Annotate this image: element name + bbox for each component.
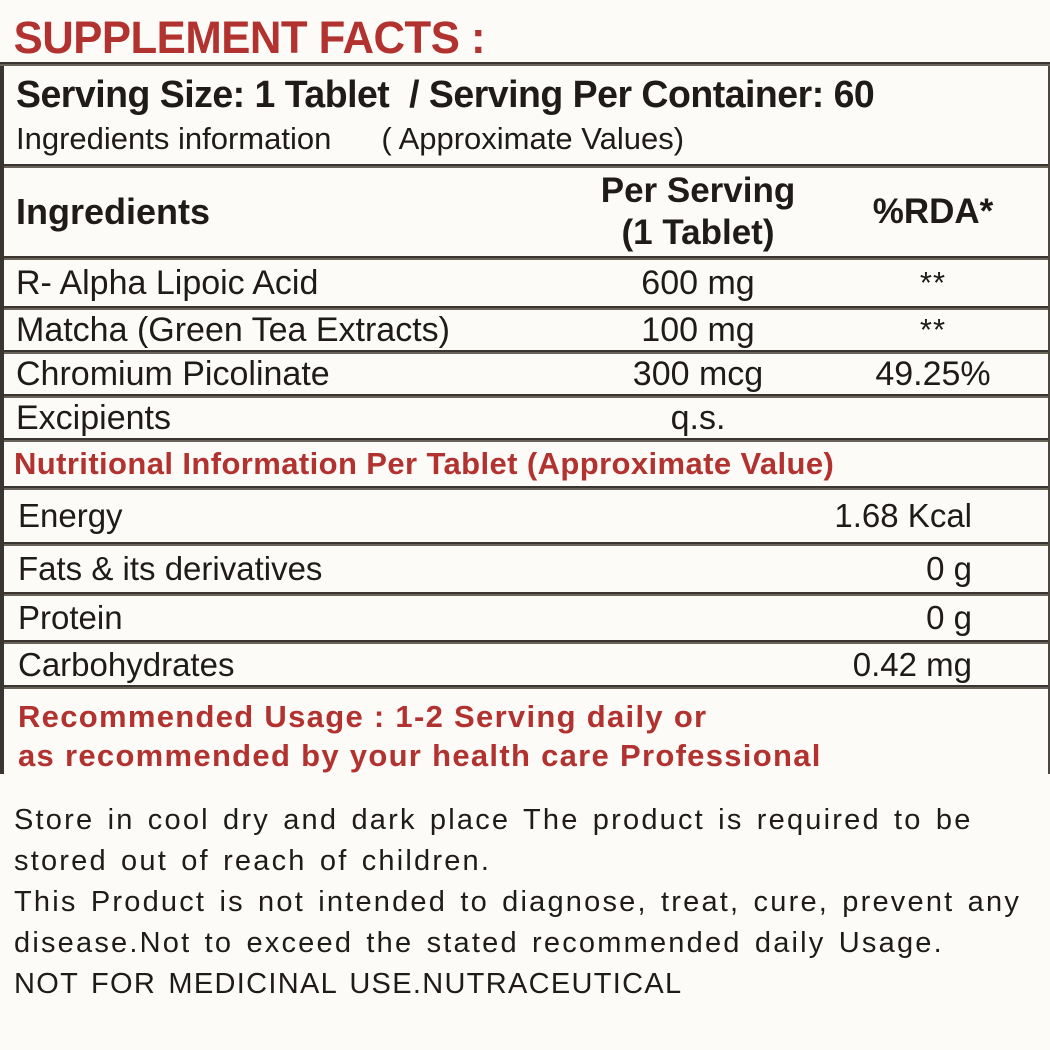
recommended-usage-section: Recommended Usage : 1-2 Serving daily or… [4,689,1048,774]
ingredient-rda: 49.25% [875,354,991,393]
recommended-usage-line1: Recommended Usage : 1-2 Serving daily or [18,699,708,734]
nutrient-value: 1.68 Kcal [834,497,972,534]
divider [0,62,1050,66]
ingredient-amount: q.s. [670,398,726,437]
ingredient-amount: 100 mg [641,310,755,349]
nutrient-name: Protein [18,599,123,636]
nutrition-row: Fats & its derivatives 0 g [4,546,1048,592]
medicinal-use-notice: NOT FOR MEDICINAL USE.NUTRACEUTICAL [14,968,683,1000]
divider [4,685,1048,689]
storage-instructions-line2: stored out of reach of children. [14,845,492,877]
column-header-per-serving: Per Serving (1 Tablet) [553,170,843,254]
table-header-row: Ingredients Per Serving (1 Tablet) %RDA* [4,168,1048,256]
ingredient-rda: ** [919,312,947,347]
footer-notes: Store in cool dry and dark place The pro… [0,774,1050,1005]
disclaimer-line1: This Product is not intended to diagnose… [14,886,1022,918]
divider [4,542,1048,546]
divider [4,350,1048,354]
serving-section: Serving Size: 1 Tablet / Serving Per Con… [4,66,1048,164]
ingredient-name: Excipients [16,398,171,437]
divider [4,394,1048,398]
divider [4,164,1048,168]
recommended-usage-line2: as recommended by your health care Profe… [18,738,822,773]
column-header-rda: %RDA* [872,192,994,231]
divider [4,486,1048,490]
nutrient-value: 0.42 mg [852,645,972,683]
nutrient-name: Fats & its derivatives [18,550,323,587]
ingredient-name: Chromium Picolinate [16,354,330,393]
per-serving-line2: (1 Tablet) [621,213,775,252]
ingredients-info-label: Ingredients information [16,121,332,156]
divider [4,306,1048,310]
divider [4,592,1048,596]
nutrition-row: Energy 1.68 Kcal [4,490,1048,542]
ingredient-rda: ** [919,265,947,300]
serving-size-text: Serving Size: 1 Tablet / Serving Per Con… [16,74,875,116]
ingredients-info-row: Ingredients information ( Approximate Va… [16,120,1038,158]
ingredient-name: R- Alpha Lipoic Acid [16,263,319,302]
ingredient-amount: 600 mg [641,263,755,302]
table-row: Matcha (Green Tea Extracts) 100 mg ** [4,310,1048,350]
divider [4,438,1048,442]
per-serving-line1: Per Serving [600,171,796,210]
table-row: Excipients q.s. [4,398,1048,438]
divider [4,640,1048,644]
nutrition-row: Protein 0 g [4,596,1048,640]
nutrient-name: Energy [18,497,123,534]
nutrition-row: Carbohydrates 0.42 mg [4,644,1048,685]
page-title: SUPPLEMENT FACTS : [13,12,486,63]
nutrient-value: 0 g [926,550,972,587]
ingredient-amount: 300 mcg [632,354,764,393]
column-header-ingredients: Ingredients [16,191,211,232]
table-row: R- Alpha Lipoic Acid 600 mg ** [4,260,1048,306]
divider [4,256,1048,260]
nutrient-name: Carbohydrates [18,645,235,683]
table-row: Chromium Picolinate 300 mcg 49.25% [4,354,1048,394]
disclaimer-line2: disease.Not to exceed the stated recomme… [14,927,944,959]
storage-instructions-line1: Store in cool dry and dark place The pro… [14,804,973,836]
nutrient-value: 0 g [926,599,972,636]
ingredient-name: Matcha (Green Tea Extracts) [16,310,450,349]
approximate-values-label: ( Approximate Values) [381,121,685,156]
nutritional-info-heading: Nutritional Information Per Tablet (Appr… [14,446,835,481]
facts-panel: Serving Size: 1 Tablet / Serving Per Con… [0,66,1050,774]
